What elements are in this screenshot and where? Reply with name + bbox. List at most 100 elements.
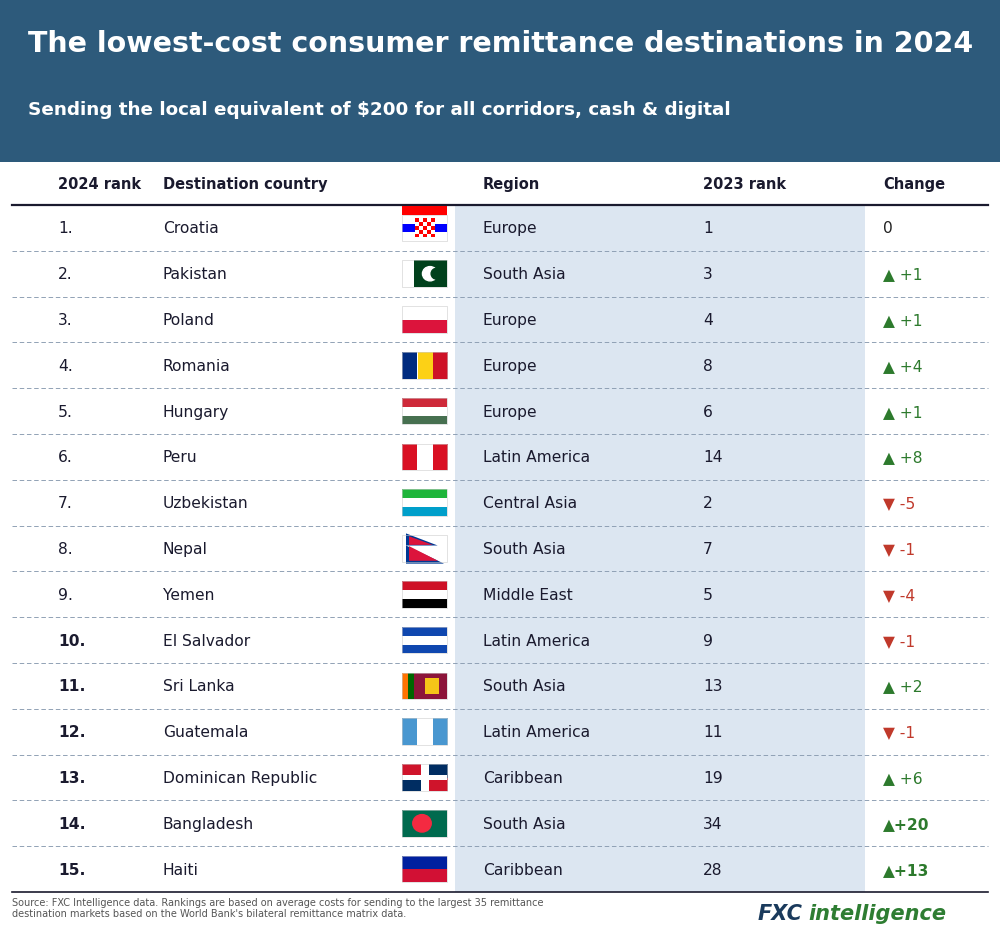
Text: 3.: 3. (58, 312, 73, 328)
Bar (402, 869, 447, 883)
Text: 10.: 10. (58, 632, 86, 648)
Bar (402, 215, 447, 242)
Text: 3: 3 (703, 267, 713, 282)
Bar (402, 582, 447, 590)
Bar (455, 389, 865, 434)
Bar (455, 251, 865, 297)
Bar (402, 627, 447, 653)
Text: ▲ +4: ▲ +4 (883, 359, 923, 374)
Bar (402, 718, 417, 745)
Bar (402, 765, 425, 778)
Text: 6: 6 (703, 404, 713, 419)
Bar (402, 765, 447, 791)
Text: ▲+20: ▲+20 (883, 816, 930, 831)
Bar (455, 297, 865, 343)
Bar (402, 856, 447, 883)
Bar (402, 810, 447, 836)
Bar (0, 664, 1000, 709)
Bar (427, 219, 431, 223)
Bar (419, 219, 423, 223)
Circle shape (413, 815, 431, 833)
Text: 13: 13 (703, 679, 722, 694)
Text: 14.: 14. (58, 816, 86, 831)
Text: Europe: Europe (483, 221, 538, 236)
Text: 28: 28 (703, 862, 722, 877)
Text: 15.: 15. (58, 862, 86, 877)
Bar (455, 206, 865, 251)
Text: ▲ +1: ▲ +1 (883, 267, 922, 282)
Bar (431, 230, 435, 234)
Bar (423, 230, 427, 234)
Text: Dominican Republic: Dominican Republic (163, 770, 317, 785)
Text: intelligence: intelligence (808, 903, 946, 923)
Bar (414, 261, 447, 288)
Bar (432, 353, 448, 379)
Bar (0, 389, 1000, 434)
Bar (431, 223, 435, 227)
Bar (402, 627, 447, 636)
Text: 9.: 9. (58, 587, 73, 602)
Text: El Salvador: El Salvador (163, 632, 250, 648)
Bar (418, 353, 432, 379)
Bar (402, 718, 447, 745)
Text: Latin America: Latin America (483, 632, 590, 648)
Bar (402, 416, 447, 425)
Text: Destination country: Destination country (163, 177, 328, 192)
Bar (0, 162, 1000, 206)
Text: Pakistan: Pakistan (163, 267, 228, 282)
Text: ▲ +6: ▲ +6 (883, 770, 923, 785)
Bar (415, 223, 419, 227)
Polygon shape (406, 533, 438, 546)
Text: 2.: 2. (58, 267, 73, 282)
Bar (0, 251, 1000, 297)
Text: Caribbean: Caribbean (483, 862, 563, 877)
Text: ▼ -4: ▼ -4 (883, 587, 915, 602)
Text: Europe: Europe (483, 359, 538, 374)
Bar (455, 801, 865, 847)
Bar (415, 227, 419, 230)
Text: 2023 rank: 2023 rank (703, 177, 786, 192)
Text: Change: Change (883, 177, 945, 192)
Bar (427, 227, 431, 230)
Text: Poland: Poland (163, 312, 215, 328)
Text: Sri Lanka: Sri Lanka (163, 679, 235, 694)
Bar (455, 480, 865, 526)
Bar (423, 227, 427, 230)
Bar (402, 535, 447, 562)
Text: 1: 1 (703, 221, 713, 236)
Bar (402, 508, 447, 516)
Bar (431, 234, 435, 238)
Text: ▲ +1: ▲ +1 (883, 404, 922, 419)
Bar (425, 778, 448, 791)
Bar (419, 227, 423, 230)
Text: 7: 7 (703, 542, 713, 556)
Bar (455, 343, 865, 389)
Bar (402, 490, 447, 498)
Text: 11.: 11. (58, 679, 86, 694)
Text: ▲ +8: ▲ +8 (883, 450, 922, 465)
Text: 8: 8 (703, 359, 713, 374)
Bar (0, 526, 1000, 572)
Text: Bangladesh: Bangladesh (163, 816, 254, 831)
Text: 34: 34 (703, 816, 723, 831)
Bar (455, 526, 865, 572)
Text: 4: 4 (703, 312, 713, 328)
Text: Hungary: Hungary (163, 404, 229, 419)
Polygon shape (409, 547, 438, 561)
Text: Central Asia: Central Asia (483, 496, 577, 511)
Bar (0, 0, 1000, 162)
Bar (0, 434, 1000, 480)
Bar (423, 223, 427, 227)
Text: ▲+13: ▲+13 (883, 862, 929, 877)
Text: Europe: Europe (483, 404, 538, 419)
Bar (415, 234, 419, 238)
Text: 5: 5 (703, 587, 713, 602)
Bar (455, 664, 865, 709)
Text: 6.: 6. (58, 450, 73, 465)
Text: 8.: 8. (58, 542, 73, 556)
Bar (423, 219, 427, 223)
Text: 0: 0 (883, 221, 893, 236)
Text: 11: 11 (703, 724, 722, 739)
Bar (455, 572, 865, 617)
Text: 1.: 1. (58, 221, 73, 236)
